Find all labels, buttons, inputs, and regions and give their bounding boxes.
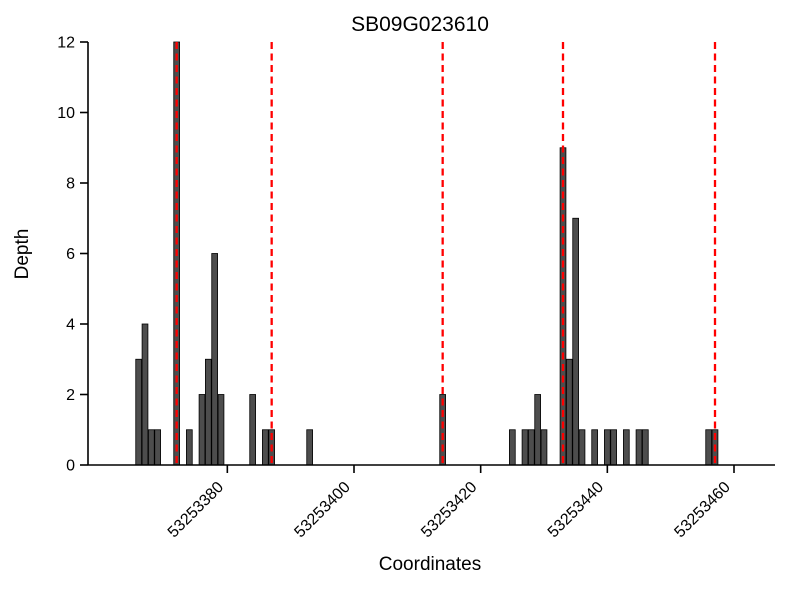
- bar: [521, 429, 529, 466]
- bar: [217, 394, 225, 466]
- x-tick-label: 53253460: [671, 479, 733, 541]
- axes-group: 0 2 4 6 8 10 12 53253380 53253400 53253420 5325344…: [57, 35, 775, 541]
- bar: [528, 429, 535, 466]
- bar: [705, 429, 712, 466]
- bar: [141, 323, 149, 466]
- bars-group: [135, 41, 719, 466]
- x-tick-label: 53253420: [418, 479, 480, 541]
- bar: [186, 429, 193, 466]
- bar: [249, 394, 256, 466]
- bar: [566, 358, 573, 466]
- x-tick-label: 53253400: [291, 479, 353, 541]
- bar: [572, 217, 579, 466]
- bar: [578, 429, 586, 466]
- y-tick-label: 0: [66, 458, 75, 475]
- bar: [534, 394, 541, 466]
- bar: [148, 429, 155, 466]
- bar: [540, 429, 548, 466]
- bar: [135, 358, 142, 466]
- x-tick-label: 53253380: [165, 479, 227, 541]
- bar: [604, 429, 611, 466]
- y-tick-label: 12: [57, 35, 75, 52]
- bar: [306, 429, 313, 466]
- bar: [211, 253, 218, 466]
- y-tick-label: 6: [66, 246, 75, 263]
- bar: [509, 429, 516, 466]
- bar: [262, 429, 269, 466]
- bar: [154, 429, 161, 466]
- y-axis-label: Depth: [12, 229, 33, 280]
- bar: [205, 358, 212, 466]
- x-tick-label: 53253440: [545, 479, 607, 541]
- bar: [623, 429, 630, 466]
- bar: [642, 429, 649, 466]
- bar: [591, 429, 598, 466]
- y-tick-label: 8: [66, 176, 75, 193]
- y-tick-label: 4: [66, 317, 75, 334]
- y-tick-label: 10: [57, 105, 75, 122]
- chart-title: SB09G023610: [351, 13, 489, 36]
- bar: [198, 394, 206, 466]
- bar: [610, 429, 617, 466]
- highlight-lines-group: [175, 42, 717, 465]
- bar: [635, 429, 643, 466]
- y-tick-label: 2: [66, 387, 75, 404]
- x-axis-label: Coordinates: [379, 554, 481, 575]
